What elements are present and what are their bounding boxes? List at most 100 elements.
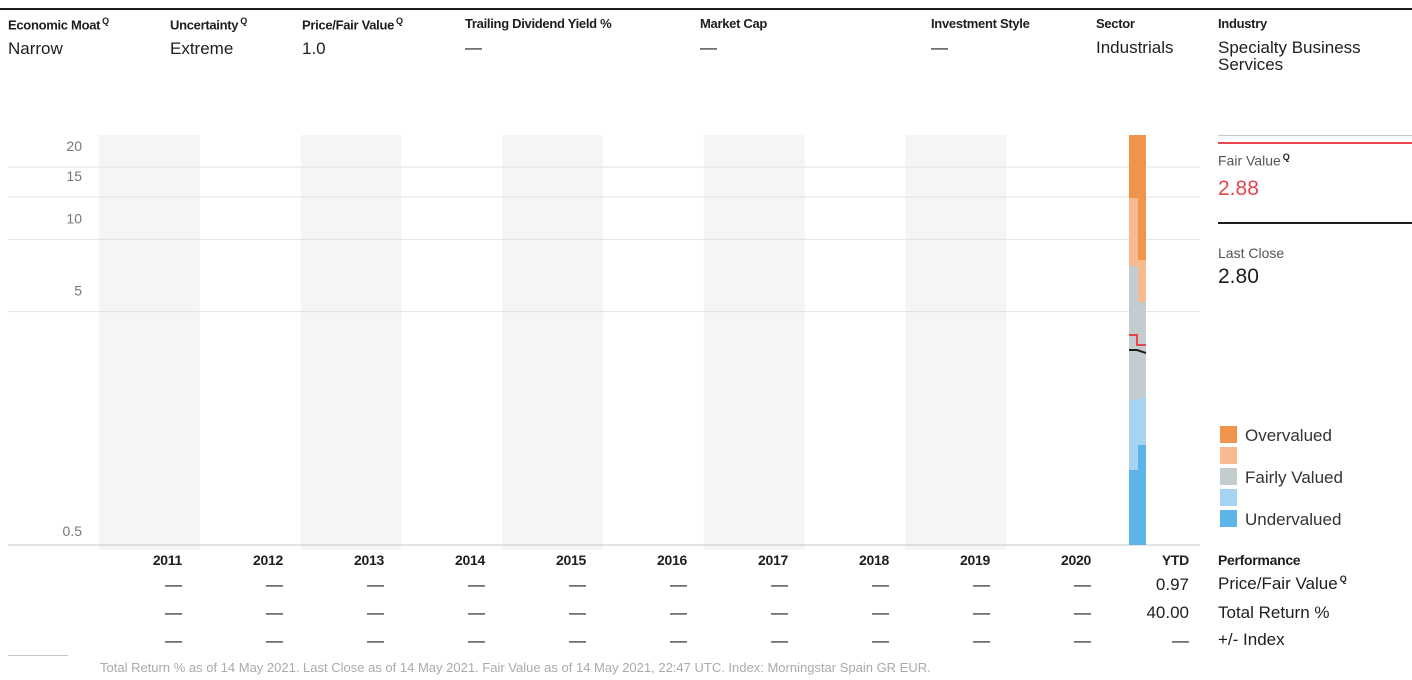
row-label-index: +/- Index — [1218, 630, 1285, 649]
header-value: — — [931, 38, 948, 57]
header-dividend-yield: Trailing Dividend Yield % — — [465, 16, 612, 56]
header-label: Market Cap — [700, 16, 768, 31]
table-cell: — — [165, 631, 182, 650]
legend-swatch — [1220, 489, 1237, 506]
gridlines — [8, 166, 1200, 546]
table-cell: — — [569, 631, 586, 650]
legend-swatch — [1220, 468, 1237, 485]
valuation-chart: 20 15 10 5 0.5 — [8, 135, 1200, 550]
table-cell: — — [670, 603, 687, 622]
side-rule — [1218, 135, 1412, 136]
info-icon[interactable]: Q — [396, 16, 403, 26]
table-cell: 2011 — [152, 552, 182, 568]
y-tick-label: 0.5 — [63, 523, 83, 539]
table-cell: — — [266, 575, 283, 594]
table-cell: — — [771, 631, 788, 650]
table-cell: — — [872, 603, 889, 622]
header-label: Uncertainty — [170, 17, 239, 33]
table-cell: — — [771, 603, 788, 622]
fair-value: 2.88 — [1218, 177, 1259, 200]
table-cell: — — [165, 603, 182, 622]
table-cell: — — [468, 631, 485, 650]
table-cell: — — [266, 603, 283, 622]
fair-value-label-text: Fair Value — [1218, 152, 1281, 169]
header-investment-style: Investment Style — — [931, 16, 1030, 56]
y-axis-labels: 20 15 10 5 0.5 — [63, 138, 83, 539]
table-cell: — — [468, 575, 485, 594]
header-label: Economic Moat — [8, 17, 101, 33]
last-close-label: Last Close — [1218, 245, 1285, 261]
table-cell: — — [973, 575, 990, 594]
header-economic-moat: Economic Moat Q Narrow — [8, 16, 109, 57]
legend-label: Undervalued — [1245, 510, 1342, 529]
table-cell: — — [569, 575, 586, 594]
y-tick-label: 10 — [66, 210, 82, 226]
header-market-cap: Market Cap — — [700, 16, 767, 56]
row-label-total-return: Total Return % — [1218, 603, 1330, 622]
header-sector: Sector Industrials — [1096, 16, 1173, 56]
last-close: 2.80 — [1218, 265, 1259, 288]
table-cell: — — [973, 631, 990, 650]
top-rule — [0, 8, 1412, 10]
header-value-line2: Services — [1218, 55, 1284, 74]
year-bands — [99, 135, 1007, 550]
y-tick-label: 20 — [66, 138, 82, 154]
valuation-zone — [1138, 260, 1146, 302]
table-cell: 2017 — [758, 552, 788, 568]
header-value: Narrow — [8, 39, 63, 59]
table-cell: 2019 — [960, 552, 990, 568]
header-label: Sector — [1096, 16, 1135, 31]
table-cell: 2014 — [455, 552, 485, 568]
table-row: — — — — — — — — — — 0.97 — [0, 575, 1200, 601]
table-cell: 40.00 — [1146, 603, 1189, 622]
table-cell: — — [771, 575, 788, 594]
table-cell: — — [266, 631, 283, 650]
header-value: 1.0 — [302, 39, 326, 59]
legend-fairly-valued: Fairly Valued — [1220, 468, 1343, 488]
year-band-2015 — [502, 135, 603, 550]
year-band-2013 — [300, 135, 402, 550]
fair-value-label: Fair Value Q — [1218, 152, 1412, 169]
table-cell: — — [367, 575, 384, 594]
table-cell: — — [670, 631, 687, 650]
info-icon[interactable]: Q — [240, 16, 247, 26]
header-value: — — [700, 38, 717, 57]
table-cell: — — [872, 631, 889, 650]
y-tick-label: 5 — [74, 283, 82, 299]
header-uncertainty: Uncertainty Q Extreme — [170, 16, 247, 57]
info-icon[interactable]: Q — [1282, 152, 1290, 162]
table-cell: — — [1074, 575, 1091, 594]
year-band-2017 — [703, 135, 805, 550]
table-row: — — — — — — — — — — 40.00 — [0, 603, 1200, 629]
table-cell: — — [165, 575, 182, 594]
table-cell: 2018 — [859, 552, 889, 568]
legend-swatch — [1220, 426, 1237, 443]
table-cell: 2016 — [657, 552, 687, 568]
info-icon[interactable]: Q — [1339, 574, 1347, 585]
fair-value-swatch — [1218, 142, 1412, 144]
fair-value-line — [1129, 334, 1146, 346]
table-cell: 0.97 — [1155, 575, 1189, 594]
table-cell: — — [569, 603, 586, 622]
y-tick-label: 15 — [66, 168, 82, 184]
valuation-zone — [1129, 400, 1138, 470]
table-cell: — — [367, 603, 384, 622]
header-value: Extreme — [170, 39, 234, 59]
header-value: Specialty Business — [1218, 38, 1361, 57]
legend-label: Fairly Valued — [1245, 468, 1343, 487]
legend-overvalued-light — [1220, 447, 1245, 467]
legend-swatch — [1220, 510, 1237, 527]
info-icon[interactable]: Q — [102, 16, 109, 26]
table-cell: — — [670, 575, 687, 594]
valuation-zone — [1129, 470, 1138, 545]
table-cell: 2020 — [1061, 552, 1091, 568]
header-label: Price/Fair Value — [302, 17, 395, 33]
last-close-swatch — [1218, 222, 1412, 224]
year-band-2019 — [905, 135, 1007, 550]
table-cell: 2012 — [253, 552, 283, 568]
footer-note: Total Return % as of 14 May 2021. Last C… — [100, 660, 931, 675]
table-cell: — — [367, 631, 384, 650]
table-cell: 2013 — [354, 552, 384, 568]
legend-overvalued: Overvalued — [1220, 426, 1332, 446]
table-cell: YTD — [1161, 552, 1189, 568]
